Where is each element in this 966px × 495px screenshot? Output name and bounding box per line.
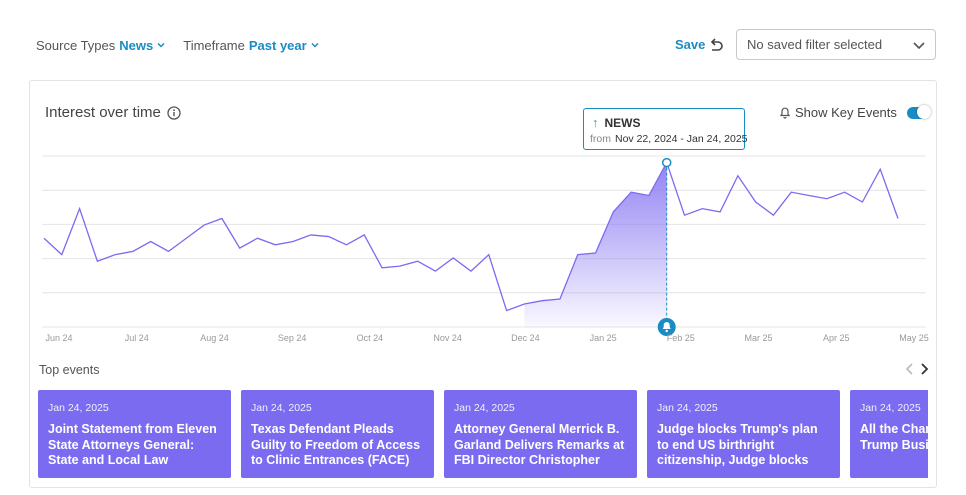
saved-filter-select[interactable]: No saved filter selected xyxy=(736,29,936,60)
saved-filter-value: No saved filter selected xyxy=(747,37,883,52)
chevron-down-icon xyxy=(913,42,925,50)
x-tick-label: Sep 24 xyxy=(278,333,307,343)
event-card[interactable]: Jan 24, 2025 Texas Defendant Pleads Guil… xyxy=(241,390,434,478)
tooltip-range: from Nov 22, 2024 - Jan 24, 2025 xyxy=(590,133,748,145)
interest-card xyxy=(29,80,937,488)
bell-icon xyxy=(779,107,791,119)
source-types-label: Source Types xyxy=(36,37,116,53)
event-date: Jan 24, 2025 xyxy=(251,402,312,414)
x-tick-label: Jan 25 xyxy=(590,333,617,343)
bell-icon xyxy=(662,322,671,329)
event-date: Jan 24, 2025 xyxy=(657,402,718,414)
event-date: Jan 24, 2025 xyxy=(860,402,921,414)
event-title: Judge blocks Trump's plan to end US birt… xyxy=(657,422,818,469)
x-tick-label: Feb 25 xyxy=(667,333,695,343)
event-date: Jan 24, 2025 xyxy=(454,402,515,414)
filter-bar: Source Types News Timeframe Past year xyxy=(36,36,319,54)
source-types-filter[interactable]: Source Types News xyxy=(36,38,165,53)
event-card[interactable]: Jan 24, 2025 Attorney General Merrick B.… xyxy=(444,390,637,478)
chart-tooltip: ↑ NEWS from Nov 22, 2024 - Jan 24, 2025 xyxy=(583,108,748,150)
bell-clapper xyxy=(665,329,668,333)
key-event-point xyxy=(661,157,672,168)
timeframe-value: Past year xyxy=(248,37,307,53)
save-button[interactable]: Save xyxy=(675,37,706,52)
arrow-up-icon: ↑ xyxy=(592,115,599,130)
event-date: Jan 24, 2025 xyxy=(48,402,109,414)
x-tick-label: Apr 25 xyxy=(823,333,850,343)
key-events-toggle[interactable] xyxy=(906,104,931,119)
chart-title-text: Interest over time xyxy=(45,104,161,121)
timeframe-label: Timeframe xyxy=(183,37,245,53)
highlight-area xyxy=(524,162,667,327)
event-title: Joint Statement from Eleven State Attorn… xyxy=(48,422,217,469)
source-types-value: News xyxy=(119,37,154,53)
event-title: Texas Defendant Pleads Guilty to Freedom… xyxy=(251,422,421,469)
tooltip-from-label: from xyxy=(590,133,611,145)
x-tick-label: Jul 24 xyxy=(125,333,149,343)
tooltip-header: ↑ NEWS xyxy=(592,115,641,130)
x-tick-label: Dec 24 xyxy=(511,333,540,343)
tooltip-range-text: Nov 22, 2024 - Jan 24, 2025 xyxy=(615,133,748,145)
x-tick-label: Oct 24 xyxy=(357,333,384,343)
event-card[interactable]: Jan 24, 2025 Joint Statement from Eleven… xyxy=(38,390,231,478)
chart-title: Interest over time xyxy=(45,104,181,121)
top-events-carousel: Jan 24, 2025 Joint Statement from Eleven… xyxy=(38,390,928,478)
event-title: Attorney General Merrick B. Garland Deli… xyxy=(454,422,625,469)
event-card[interactable]: Jan 24, 2025 All the Changes Orders Trum… xyxy=(850,390,928,478)
key-events-label: Show Key Events xyxy=(795,105,897,120)
series-line xyxy=(43,160,899,312)
timeframe-filter[interactable]: Timeframe Past year xyxy=(183,37,319,53)
toggle-knob xyxy=(916,104,931,119)
x-tick-label: Mar 25 xyxy=(745,333,773,343)
undo-icon[interactable] xyxy=(709,37,723,53)
info-icon[interactable] xyxy=(167,105,181,120)
x-tick-label: May 25 xyxy=(899,333,929,343)
event-card[interactable]: Jan 24, 2025 Judge blocks Trump's plan t… xyxy=(647,390,840,478)
chevron-down-icon xyxy=(157,42,165,48)
key-events-control: Show Key Events xyxy=(779,104,931,120)
chevron-down-icon xyxy=(311,42,319,48)
x-tick-label: Nov 24 xyxy=(433,333,462,343)
tooltip-series: NEWS xyxy=(604,115,641,130)
top-events-heading: Top events xyxy=(39,363,100,377)
chevron-right-icon[interactable] xyxy=(919,362,929,376)
event-title: All the Changes Orders Trump Business In… xyxy=(860,422,928,452)
x-tick-label: Jun 24 xyxy=(45,333,72,343)
chevron-left-icon[interactable] xyxy=(905,362,915,376)
x-tick-label: Aug 24 xyxy=(200,333,229,343)
